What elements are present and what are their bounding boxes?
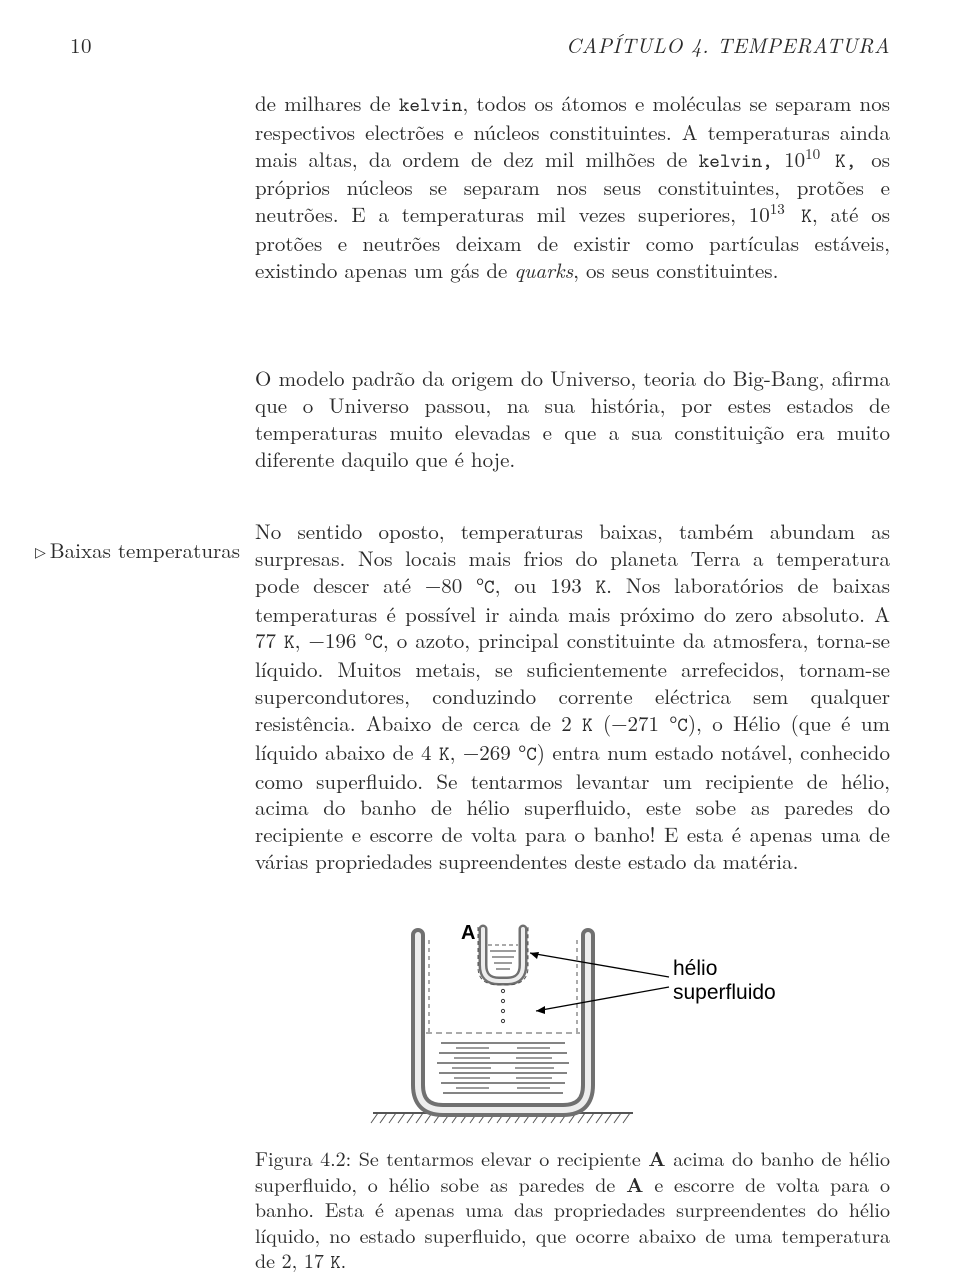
- text-tt: K: [596, 574, 607, 600]
- text-tt: kelvin,: [699, 148, 773, 174]
- margin-note-text: Baixas temperaturas: [50, 535, 240, 565]
- triangle-icon: ▷: [35, 542, 46, 562]
- text-tt: C: [677, 712, 688, 738]
- margin-note: ▷Baixas temperaturas: [10, 535, 240, 565]
- text-tt: K: [785, 203, 812, 229]
- text-tt: K: [284, 629, 295, 655]
- chapter-title: CAPÍTULO 4. TEMPERATURA: [566, 30, 890, 60]
- text: de milhares de: [255, 88, 399, 118]
- text: , ou 193: [495, 570, 596, 600]
- page: 10 CAPÍTULO 4. TEMPERATURA de milhares d…: [0, 0, 960, 1268]
- text: , −269: [450, 737, 519, 767]
- svg-text:A: A: [461, 922, 475, 944]
- text-italic: quarks: [514, 255, 573, 285]
- svg-text:superfluido: superfluido: [673, 981, 776, 1004]
- paragraph-3: No sentido oposto, temperaturas baixas, …: [255, 518, 890, 875]
- text-tt: K: [331, 1249, 341, 1275]
- text: (−271: [593, 708, 670, 738]
- paragraph-1: de milhares de kelvin, todos os átomos e…: [255, 90, 890, 284]
- text: , −196: [295, 625, 365, 655]
- text-tt: C: [484, 574, 495, 600]
- text: .: [341, 1245, 347, 1274]
- paragraph-2: O modelo padrão da origem do Universo, t…: [255, 365, 890, 473]
- text-tt: K: [439, 741, 450, 767]
- text-tt: C: [526, 741, 537, 767]
- degree-sup: o: [476, 570, 484, 590]
- degree-sup: o: [518, 737, 526, 757]
- figure-superfluid: Ahéliosuperfluido: [255, 915, 890, 1135]
- svg-text:hélio: hélio: [673, 957, 717, 980]
- running-header: 10 CAPÍTULO 4. TEMPERATURA: [70, 30, 890, 60]
- text-tt: C: [372, 629, 383, 655]
- text: O modelo padrão da origem do Universo, t…: [255, 363, 890, 474]
- text: 10: [773, 144, 805, 174]
- figure-svg: Ahéliosuperfluido: [293, 915, 853, 1135]
- text-tt: K: [582, 712, 593, 738]
- page-number: 10: [70, 30, 92, 60]
- superscript: 13: [770, 198, 785, 219]
- figure-caption: Figura 4.2: Se tentarmos elevar o recipi…: [255, 1145, 890, 1275]
- text: , os seus constituintes.: [573, 255, 778, 285]
- text-tt: K,: [820, 148, 871, 174]
- superscript: 10: [805, 143, 820, 164]
- text-tt: kelvin: [399, 92, 463, 118]
